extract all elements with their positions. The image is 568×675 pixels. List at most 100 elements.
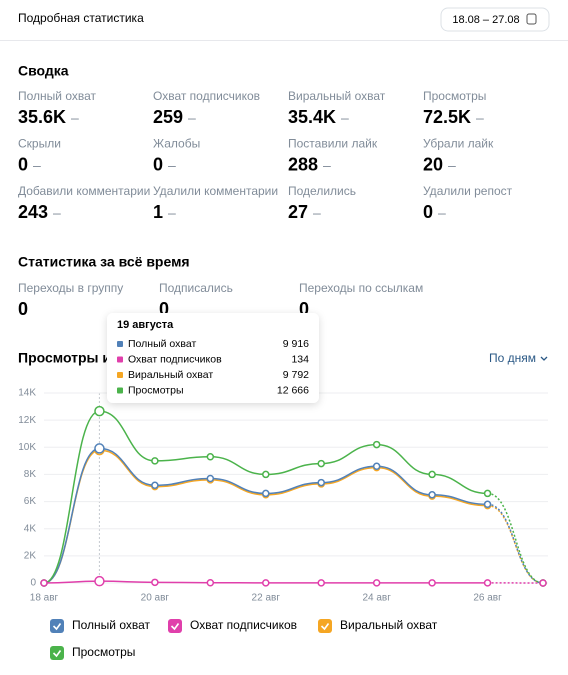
stat-value: 1 [153, 202, 163, 222]
stat-value: 0 [153, 154, 163, 174]
stat-value: 35.6K [18, 107, 66, 127]
date-range[interactable]: 18.08 – 27.08 [452, 14, 519, 26]
stat-label: Полный охват [18, 89, 97, 103]
page-title: Подробная статистика [18, 11, 144, 25]
point [151, 481, 159, 490]
y-tick-label: 8K [24, 469, 37, 480]
y-tick-label: 12K [18, 415, 36, 426]
all-time-title: Статистика за всё время [18, 254, 190, 270]
tooltip-swatch [117, 372, 123, 378]
point [317, 579, 325, 587]
stat-change: – [448, 157, 456, 173]
point [428, 491, 436, 499]
point [262, 579, 270, 587]
series-line-forecast [487, 492, 544, 584]
date-button[interactable] [440, 7, 550, 32]
x-tick-label: 18 авг [30, 593, 59, 604]
stat-value: 0 [159, 299, 169, 319]
stat-label: Переходы по ссылкам [299, 281, 423, 295]
stat-change: – [168, 157, 176, 173]
y-tick-label: 2K [24, 550, 37, 561]
dropdown-arrow [540, 356, 548, 361]
stat-change: – [168, 205, 176, 221]
point [428, 470, 436, 479]
legend-label: Полный охват [72, 618, 151, 632]
stat-change: – [476, 110, 484, 126]
period-select[interactable]: По дням [489, 351, 536, 365]
x-tick-label: 26 авг [473, 593, 502, 604]
stat-label: Жалобы [153, 137, 200, 151]
legend-checkbox[interactable] [50, 646, 64, 660]
stat-value: 243 [18, 202, 48, 222]
stat-change: – [341, 110, 349, 126]
stat-value: 20 [423, 154, 443, 174]
tooltip-value: 9 792 [283, 369, 309, 381]
tooltip-value: 9 916 [283, 338, 309, 350]
tooltip-name: Просмотры [128, 384, 184, 396]
point [206, 453, 215, 461]
stat-label: Удалили комментарии [153, 184, 278, 198]
point [483, 489, 492, 498]
legend-label: Виральный охват [340, 618, 438, 632]
stat-value: 72.5K [423, 107, 471, 127]
series-line [43, 447, 488, 584]
stat-change: – [188, 110, 196, 126]
point [151, 457, 159, 465]
point [317, 459, 325, 468]
y-tick-label: 6K [24, 496, 37, 507]
stat-value: 288 [288, 154, 318, 174]
tooltip-value: 12 666 [277, 384, 309, 396]
series-line-forecast [487, 503, 544, 584]
tooltip-swatch [117, 387, 123, 394]
stat-change: – [313, 205, 321, 221]
point [317, 478, 325, 487]
tooltip-swatch [117, 356, 123, 363]
stat-label: Убрали лайк [423, 137, 494, 151]
stat-value: 259 [153, 107, 183, 127]
legend-checkbox[interactable] [168, 619, 182, 633]
stat-value: 0 [299, 299, 309, 319]
y-tick-label: 4K [24, 523, 37, 534]
point [483, 579, 492, 587]
stat-label: Поделились [288, 184, 356, 198]
point [262, 470, 270, 479]
stat-change: – [438, 205, 446, 221]
check-icon [170, 623, 180, 631]
stat-value: 0 [423, 202, 433, 222]
stat-label: Скрыли [18, 137, 61, 151]
stat-label: Добавили комментарии [18, 184, 150, 198]
stat-label: Переходы в группу [18, 281, 123, 295]
stat-label: Охват подписчиков [153, 89, 260, 103]
stat-value: 0 [18, 299, 28, 319]
point [372, 579, 381, 587]
point [428, 579, 436, 587]
check-icon [320, 623, 330, 631]
point [206, 578, 215, 587]
x-tick-label: 24 авг [362, 593, 391, 604]
series-line-forecast [487, 504, 544, 584]
point [206, 474, 215, 483]
stat-value: 35.4K [288, 107, 336, 127]
point [94, 443, 105, 454]
legend-checkbox[interactable] [50, 619, 64, 633]
point [372, 440, 381, 449]
point [262, 489, 270, 498]
stat-label: Удалили репост [423, 184, 513, 198]
stat-change: – [33, 157, 41, 173]
stat-label: Виральный охват [288, 89, 386, 103]
series-line [43, 449, 488, 584]
tooltip-name: Охват подписчиков [128, 353, 222, 365]
stat-label: Просмотры [423, 89, 486, 103]
point [372, 462, 381, 471]
point [483, 500, 492, 509]
stat-value: 27 [288, 202, 308, 222]
tooltip-name: Полный охват [128, 338, 196, 350]
legend-checkbox[interactable] [318, 619, 332, 633]
stat-label: Подписались [159, 281, 233, 295]
point [151, 578, 159, 587]
x-tick-label: 22 авг [252, 593, 281, 604]
y-tick-label: 10K [18, 442, 36, 453]
tooltip: 19 августа Полный охват 9 916 Охват подписч… [107, 313, 319, 403]
